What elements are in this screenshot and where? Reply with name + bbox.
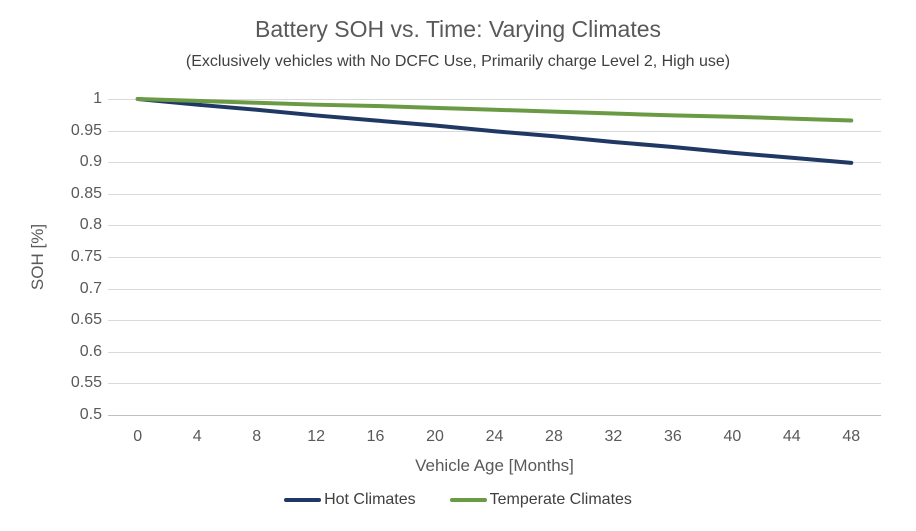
- x-tick-label: 44: [782, 428, 801, 445]
- y-tick-label: 0.65: [70, 311, 102, 328]
- y-tick-label: 0.75: [70, 248, 102, 265]
- legend-label: Hot Climates: [324, 491, 416, 508]
- legend-label: Temperate Climates: [489, 491, 632, 508]
- chart-title: Battery SOH vs. Time: Varying Climates: [254, 16, 661, 42]
- x-axis-title: Vehicle Age [Months]: [415, 456, 574, 475]
- y-tick-label: 0.9: [79, 153, 102, 170]
- x-tick-label: 28: [545, 428, 563, 445]
- x-tick-label: 4: [192, 428, 202, 445]
- series-line-hot-climates: [135, 97, 854, 165]
- y-tick-label: 0.7: [79, 280, 102, 297]
- x-tick-label: 20: [426, 428, 444, 445]
- y-tick-label: 0.95: [70, 122, 102, 139]
- x-tick-label: 16: [366, 428, 385, 445]
- x-tick-label: 24: [485, 428, 504, 445]
- legend: Hot Climates Temperate Climates: [0, 491, 916, 509]
- x-tick-label: 0: [133, 428, 143, 445]
- x-tick-label: 36: [663, 428, 682, 445]
- legend-item-hot-climates: Hot Climates: [284, 491, 416, 509]
- y-tick-label: 0.85: [70, 185, 102, 202]
- x-tick-label: 12: [307, 428, 325, 445]
- legend-line-swatch: [284, 498, 322, 502]
- y-tick-label: 0.55: [70, 374, 102, 391]
- y-tick-label: 0.6: [79, 343, 102, 360]
- x-tick-label: 40: [723, 428, 742, 445]
- x-tick-label: 48: [842, 428, 861, 445]
- x-tick-label: 8: [252, 428, 262, 445]
- legend-item-temperate-climates: Temperate Climates: [449, 491, 632, 509]
- chart-subtitle: (Exclusively vehicles with No DCFC Use, …: [185, 53, 731, 70]
- y-tick-label: 1: [93, 90, 102, 107]
- series-line-temperate-climates: [135, 97, 854, 123]
- y-tick-label: 0.8: [79, 216, 102, 233]
- x-tick-label: 32: [604, 428, 623, 445]
- legend-line-swatch: [449, 498, 487, 502]
- y-tick-label: 0.5: [79, 406, 102, 423]
